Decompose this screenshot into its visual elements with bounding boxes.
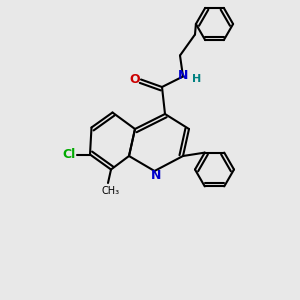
Text: H: H [192,74,201,85]
Text: CH₃: CH₃ [102,185,120,196]
Text: Cl: Cl [62,148,76,161]
Text: O: O [130,73,140,86]
Text: N: N [178,69,188,82]
Text: N: N [151,169,161,182]
